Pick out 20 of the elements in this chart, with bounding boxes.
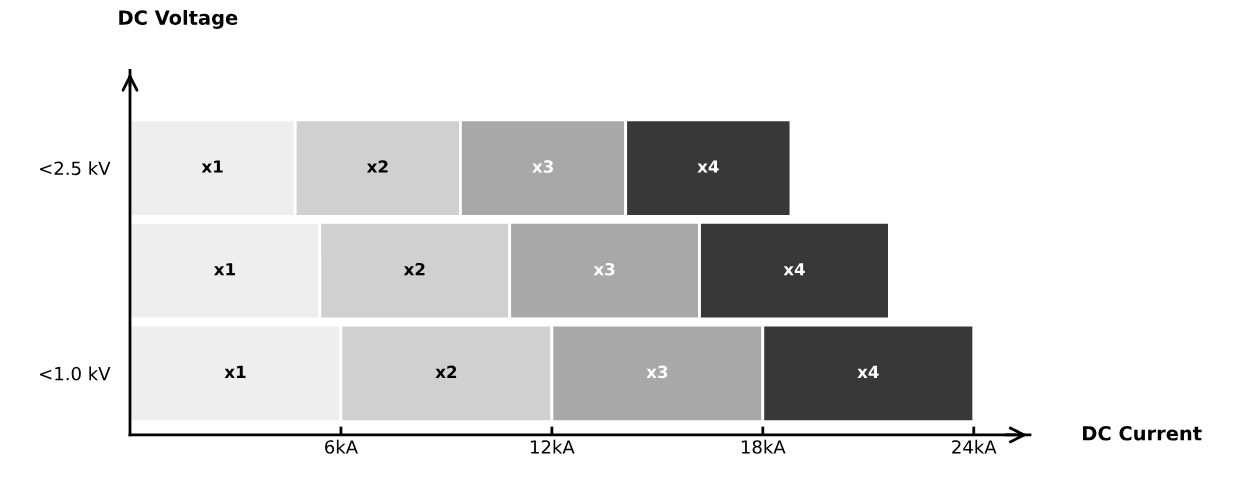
data-label: x4 xyxy=(857,365,879,378)
data-label: x2 xyxy=(435,365,457,378)
y-axis-title: DC Voltage xyxy=(119,9,238,29)
data-label: x1 xyxy=(224,365,246,378)
data-label: x1 xyxy=(201,160,223,173)
data-label: x3 xyxy=(646,365,668,379)
data-label: x1 xyxy=(214,263,235,276)
x-tick-label: 18kA xyxy=(741,439,786,454)
x-tick-label: 24kA xyxy=(952,439,997,454)
data-label: x2 xyxy=(403,262,425,276)
data-label: x4 xyxy=(697,160,719,173)
y-tick-label: <2.5 kV xyxy=(40,161,111,176)
data-label: x4 xyxy=(783,263,805,276)
data-label: x3 xyxy=(532,160,553,173)
data-label: x2 xyxy=(366,160,388,173)
x-tick-label: 12kA xyxy=(530,439,575,454)
x-tick-label: 6kA xyxy=(325,439,358,454)
data-label: x3 xyxy=(593,262,615,276)
x-axis-title: DC Current xyxy=(1083,425,1202,441)
y-tick-label: <1.0 kV xyxy=(40,366,111,381)
